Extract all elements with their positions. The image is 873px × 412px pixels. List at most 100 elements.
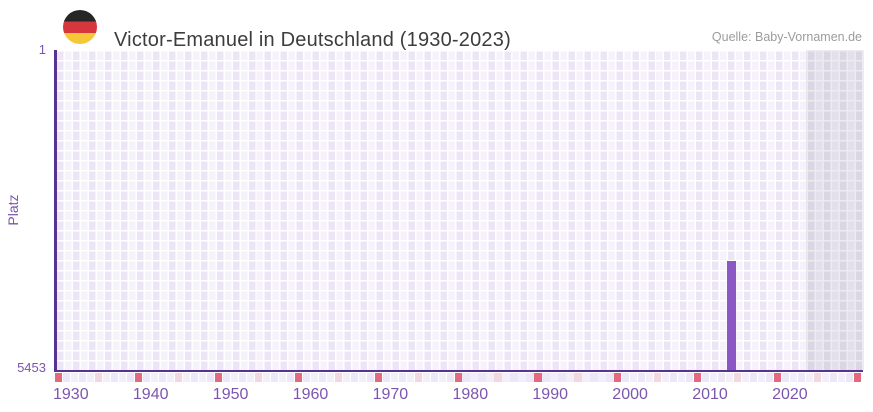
year-cell — [286, 372, 294, 382]
x-axis-tick-label: 1970 — [372, 386, 409, 403]
year-cell — [326, 372, 334, 382]
year-cell — [118, 372, 127, 382]
year-cell — [590, 372, 598, 382]
half-decade-mark-cell — [654, 372, 662, 382]
year-cell — [462, 372, 470, 382]
year-cell — [246, 372, 254, 382]
x-axis-tick-label: 2000 — [612, 386, 648, 403]
year-cell — [262, 372, 270, 382]
x-axis-tick-label: 1960 — [292, 386, 329, 403]
year-cell — [582, 372, 590, 382]
decade-mark-cell — [854, 372, 862, 382]
year-cell — [782, 372, 790, 382]
year-cell — [838, 372, 846, 382]
year-cell — [470, 372, 478, 382]
year-cell — [526, 372, 534, 382]
y-axis-title: Platz — [5, 194, 21, 226]
half-decade-mark-cell — [334, 372, 342, 382]
year-cell — [270, 372, 278, 382]
half-decade-mark-cell — [574, 372, 582, 382]
source-attribution: Quelle: Baby-Vornamen.de — [711, 30, 862, 44]
plot-area — [57, 50, 864, 370]
year-cell — [638, 372, 646, 382]
year-cell — [806, 372, 814, 382]
year-cell — [646, 372, 654, 382]
year-cell — [86, 372, 95, 382]
year-cell — [166, 372, 175, 382]
year-cell — [630, 372, 638, 382]
half-decade-mark-cell — [814, 372, 822, 382]
x-axis-tick-label: 1990 — [532, 386, 568, 403]
year-cell — [478, 372, 486, 382]
half-decade-mark-cell — [734, 372, 742, 382]
year-cell — [302, 372, 310, 382]
year-cell — [382, 372, 390, 382]
decade-mark-cell — [454, 372, 462, 382]
year-cell — [150, 372, 159, 382]
german-flag-icon — [63, 10, 97, 44]
year-cell — [102, 372, 111, 382]
year-cell — [342, 372, 350, 382]
x-axis-tick-label: 2020 — [772, 386, 808, 403]
year-cell — [422, 372, 430, 382]
x-axis-tick-label: 2010 — [692, 386, 728, 403]
decade-mark-cell — [294, 372, 302, 382]
year-cell — [182, 372, 191, 382]
year-cell — [430, 372, 438, 382]
year-cell — [662, 372, 670, 382]
year-cell — [542, 372, 550, 382]
half-decade-mark-cell — [414, 372, 422, 382]
year-cell — [366, 372, 374, 382]
x-axis-line — [54, 370, 863, 372]
year-cell — [350, 372, 358, 382]
decade-mark-cell — [55, 372, 63, 382]
year-cell — [230, 372, 238, 382]
year-cell — [598, 372, 606, 382]
year-cell — [78, 372, 87, 382]
year-cell — [766, 372, 774, 382]
year-cell — [758, 372, 766, 382]
year-cell — [726, 372, 734, 382]
year-cell — [110, 372, 119, 382]
year-cell — [486, 372, 494, 382]
x-axis-tick-label: 1980 — [452, 386, 489, 403]
year-cell — [438, 372, 446, 382]
chart-title: Victor-Emanuel in Deutschland (1930-2023… — [114, 29, 511, 52]
year-cell — [510, 372, 518, 382]
year-cell — [390, 372, 398, 382]
year-cell — [310, 372, 318, 382]
half-decade-mark-cell — [174, 372, 183, 382]
year-cell — [678, 372, 686, 382]
year-cell — [358, 372, 366, 382]
x-axis-tick-label: 1940 — [132, 386, 169, 403]
half-decade-mark-cell — [494, 372, 502, 382]
year-cell — [278, 372, 286, 382]
x-axis-tick-label: 1930 — [53, 386, 89, 403]
rank-bar[interactable] — [726, 261, 736, 370]
year-cell — [742, 372, 750, 382]
y-axis-tick-worst: 5453 — [17, 360, 46, 375]
year-cell — [798, 372, 806, 382]
year-cell — [846, 372, 854, 382]
year-cell — [62, 372, 71, 382]
year-cell — [406, 372, 414, 382]
y-axis-line — [54, 50, 57, 371]
year-cell — [126, 372, 135, 382]
year-cell — [446, 372, 454, 382]
year-cell — [790, 372, 798, 382]
decade-mark-cell — [694, 372, 702, 382]
future-years-shade — [806, 50, 864, 370]
decade-mark-cell — [614, 372, 622, 382]
decade-mark-cell — [374, 372, 382, 382]
year-cell — [550, 372, 558, 382]
y-axis-tick-best: 1 — [38, 42, 46, 57]
year-cell — [710, 372, 718, 382]
year-cell — [398, 372, 406, 382]
year-cell — [238, 372, 246, 382]
year-cell — [318, 372, 326, 382]
x-axis-tick-label: 1950 — [212, 386, 249, 403]
year-cell — [198, 372, 206, 382]
year-cell — [566, 372, 574, 382]
year-cell — [830, 372, 838, 382]
